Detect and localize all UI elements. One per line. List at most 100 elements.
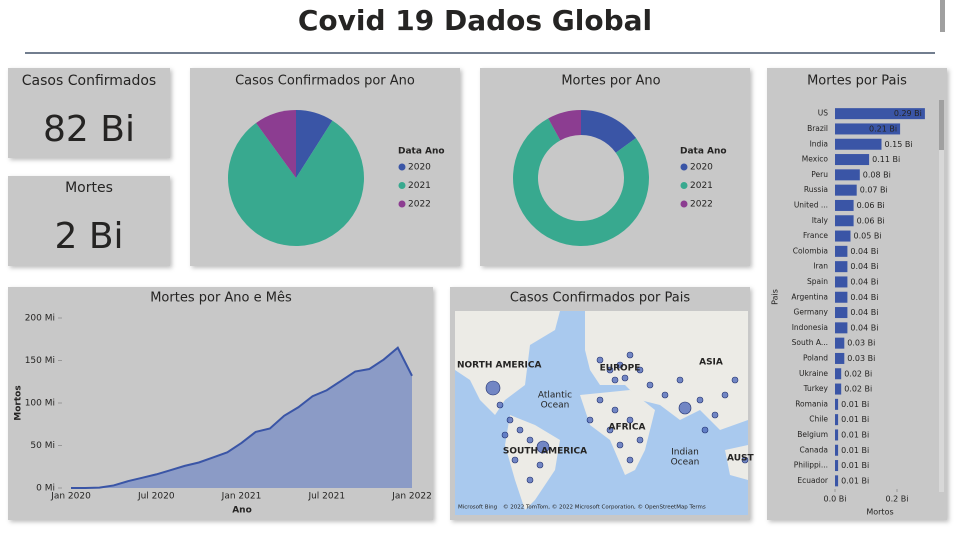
y-tick-label: France (803, 231, 828, 240)
legend-title: Data Ano (680, 147, 727, 157)
y-tick-label: Iran (813, 262, 828, 271)
bar (835, 215, 854, 227)
land (585, 311, 748, 430)
map[interactable]: NORTH AMERICA Atlantic Ocean EUROPE ASIA… (455, 311, 754, 515)
value-label: 0.03 Bi (847, 339, 875, 348)
y-tick-label: Russia (804, 185, 828, 194)
x-axis-label: Mortos (866, 508, 893, 517)
area-line (71, 346, 413, 489)
map-label: Ocean (671, 458, 700, 468)
y-tick-label: Poland (803, 353, 828, 362)
pie-slice (256, 110, 296, 178)
y-axis-label: Mortos (14, 385, 24, 420)
y-tick-label: Peru (811, 170, 828, 179)
bar (835, 245, 848, 257)
bar (835, 444, 839, 456)
y-tick-label: Chile (809, 415, 828, 424)
scroll-track (939, 100, 944, 492)
value-label: 0.01 Bi (841, 461, 869, 470)
x-axis-label: Ano (232, 506, 252, 516)
value-label: 0.04 Bi (850, 308, 878, 317)
bar (835, 184, 857, 196)
card-label: Casos Confirmados (22, 73, 156, 89)
y-tick-label: India (810, 139, 828, 148)
card-value: 2 Bi (54, 216, 123, 257)
card-panel (8, 176, 170, 266)
x-tick-label: Jan 2021 (221, 492, 262, 502)
card-label: Mortes (65, 180, 113, 196)
x-tick-label: 0.2 Bi (886, 495, 909, 504)
y-tick-label: Romania (795, 399, 828, 408)
map-title: Casos Confirmados por Pais (510, 291, 691, 306)
legend-title: Data Ano (398, 147, 445, 157)
value-label: 0.04 Bi (850, 293, 878, 302)
bar (835, 291, 848, 303)
legend-label: 2020 (408, 163, 431, 173)
legend-label: 2022 (408, 200, 431, 210)
legend-label: 2020 (690, 163, 713, 173)
land (580, 390, 655, 475)
value-label: 0.06 Bi (857, 201, 885, 210)
bar (835, 138, 882, 150)
map-label: SOUTH AMERICA (503, 447, 587, 457)
y-tick-label: Colombia (793, 246, 828, 255)
value-label: 0.03 Bi (847, 354, 875, 363)
x-tick-label: 0.0 Bi (824, 495, 847, 504)
pie-slice (296, 110, 333, 178)
scroll-thumb[interactable] (939, 100, 944, 150)
area-fill (71, 347, 412, 488)
pie-slice (581, 110, 637, 153)
x-tick-label: Jan 2020 (50, 492, 91, 502)
value-label: 0.04 Bi (850, 277, 878, 286)
y-tick-label: Ecuador (797, 476, 829, 485)
bar (835, 322, 848, 334)
bar (835, 352, 845, 364)
chart-title: Mortes por Pais (807, 74, 907, 89)
legend-label: 2021 (408, 181, 431, 191)
land (725, 445, 748, 480)
bar (835, 276, 848, 288)
bar (835, 261, 848, 273)
y-tick-label: 150 Mi (25, 356, 55, 366)
legend-label: 2022 (690, 200, 713, 210)
value-label: 0.05 Bi (854, 232, 882, 241)
pie-slice (228, 120, 365, 246)
y-tick-label: Spain (807, 277, 828, 286)
value-label: 0.02 Bi (844, 369, 872, 378)
pie-slice (513, 118, 649, 246)
y-tick-label: Indonesia (792, 323, 828, 332)
y-tick-label: United ... (794, 200, 828, 209)
value-label: 0.01 Bi (841, 430, 869, 439)
land (505, 415, 560, 510)
y-tick-label: Canada (799, 445, 828, 454)
chart-title: Mortes por Ano (561, 74, 660, 89)
card-value: 82 Bi (43, 109, 135, 150)
bar (835, 337, 845, 349)
bar (835, 398, 839, 410)
scrollbar[interactable] (940, 0, 945, 32)
y-tick-label: 50 Mi (30, 441, 55, 451)
map-label: Atlantic (538, 391, 572, 401)
x-tick-label: Jul 2021 (307, 492, 345, 502)
y-tick-label: Argentina (791, 292, 828, 301)
chart-title: Casos Confirmados por Ano (235, 74, 415, 89)
page-title: Covid 19 Dados Global (298, 4, 652, 37)
value-label: 0.21 Bi (869, 124, 897, 133)
legend-marker (680, 200, 688, 208)
map-label: EUROPE (600, 364, 641, 374)
y-tick-label: Germany (794, 308, 829, 317)
y-tick-label: 0 Mi (36, 484, 55, 494)
bar (835, 460, 839, 472)
value-label: 0.04 Bi (850, 323, 878, 332)
value-label: 0.01 Bi (841, 446, 869, 455)
map-attribution[interactable]: © 2022 TomTom, © 2022 Microsoft Corporat… (503, 504, 706, 511)
legend-label: 2021 (690, 181, 713, 191)
value-label: 0.11 Bi (872, 155, 900, 164)
bar (835, 169, 860, 181)
value-label: 0.07 Bi (860, 186, 888, 195)
y-tick-label: Belgium (797, 430, 828, 439)
bar (835, 199, 854, 211)
bar (835, 108, 925, 120)
bar (835, 475, 839, 487)
